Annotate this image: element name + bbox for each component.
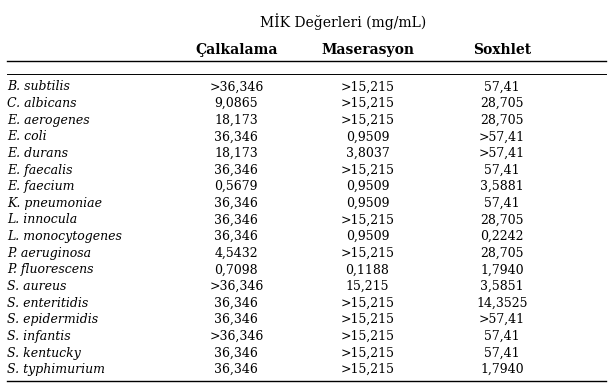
Text: >15,215: >15,215 xyxy=(341,97,395,110)
Text: S. aureus: S. aureus xyxy=(7,280,67,293)
Text: 18,173: 18,173 xyxy=(215,114,258,127)
Text: 15,215: 15,215 xyxy=(346,280,389,293)
Text: Çalkalama: Çalkalama xyxy=(195,43,278,57)
Text: L. monocytogenes: L. monocytogenes xyxy=(7,230,123,243)
Text: 0,2242: 0,2242 xyxy=(480,230,524,243)
Text: S. typhimurium: S. typhimurium xyxy=(7,363,105,376)
Text: Maserasyon: Maserasyon xyxy=(321,43,414,57)
Text: 36,346: 36,346 xyxy=(215,230,258,243)
Text: 36,346: 36,346 xyxy=(215,313,258,326)
Text: 57,41: 57,41 xyxy=(484,330,520,343)
Text: K. pneumoniae: K. pneumoniae xyxy=(7,197,102,210)
Text: E. durans: E. durans xyxy=(7,147,69,160)
Text: B. subtilis: B. subtilis xyxy=(7,81,70,93)
Text: 0,9509: 0,9509 xyxy=(346,130,389,143)
Text: S. enteritidis: S. enteritidis xyxy=(7,297,89,310)
Text: >57,41: >57,41 xyxy=(479,147,525,160)
Text: 1,7940: 1,7940 xyxy=(480,263,524,276)
Text: E. faecalis: E. faecalis xyxy=(7,164,73,177)
Text: >15,215: >15,215 xyxy=(341,81,395,93)
Text: 0,9509: 0,9509 xyxy=(346,230,389,243)
Text: S. epidermidis: S. epidermidis xyxy=(7,313,99,326)
Text: >15,215: >15,215 xyxy=(341,313,395,326)
Text: 36,346: 36,346 xyxy=(215,130,258,143)
Text: E. aerogenes: E. aerogenes xyxy=(7,114,90,127)
Text: >15,215: >15,215 xyxy=(341,347,395,359)
Text: 57,41: 57,41 xyxy=(484,164,520,177)
Text: 57,41: 57,41 xyxy=(484,197,520,210)
Text: 36,346: 36,346 xyxy=(215,164,258,177)
Text: >57,41: >57,41 xyxy=(479,313,525,326)
Text: C. albicans: C. albicans xyxy=(7,97,77,110)
Text: P. aeruginosa: P. aeruginosa xyxy=(7,247,91,260)
Text: 28,705: 28,705 xyxy=(480,247,524,260)
Text: >15,215: >15,215 xyxy=(341,330,395,343)
Text: 3,5851: 3,5851 xyxy=(480,280,524,293)
Text: 1,7940: 1,7940 xyxy=(480,363,524,376)
Text: 57,41: 57,41 xyxy=(484,347,520,359)
Text: >36,346: >36,346 xyxy=(209,330,264,343)
Text: 3,8037: 3,8037 xyxy=(346,147,389,160)
Text: 14,3525: 14,3525 xyxy=(476,297,528,310)
Text: 0,1188: 0,1188 xyxy=(346,263,389,276)
Text: >15,215: >15,215 xyxy=(341,214,395,226)
Text: >15,215: >15,215 xyxy=(341,114,395,127)
Text: P. fluorescens: P. fluorescens xyxy=(7,263,94,276)
Text: 28,705: 28,705 xyxy=(480,97,524,110)
Text: >36,346: >36,346 xyxy=(209,81,264,93)
Text: 9,0865: 9,0865 xyxy=(215,97,258,110)
Text: L. innocula: L. innocula xyxy=(7,214,78,226)
Text: 28,705: 28,705 xyxy=(480,114,524,127)
Text: 57,41: 57,41 xyxy=(484,81,520,93)
Text: 36,346: 36,346 xyxy=(215,347,258,359)
Text: 4,5432: 4,5432 xyxy=(215,247,258,260)
Text: >15,215: >15,215 xyxy=(341,363,395,376)
Text: E. faecium: E. faecium xyxy=(7,180,75,193)
Text: 36,346: 36,346 xyxy=(215,197,258,210)
Text: S. infantis: S. infantis xyxy=(7,330,71,343)
Text: 0,9509: 0,9509 xyxy=(346,197,389,210)
Text: 0,9509: 0,9509 xyxy=(346,180,389,193)
Text: 0,5679: 0,5679 xyxy=(215,180,258,193)
Text: 3,5881: 3,5881 xyxy=(480,180,524,193)
Text: E. coli: E. coli xyxy=(7,130,47,143)
Text: 0,7098: 0,7098 xyxy=(215,263,258,276)
Text: 36,346: 36,346 xyxy=(215,214,258,226)
Text: >57,41: >57,41 xyxy=(479,130,525,143)
Text: Soxhlet: Soxhlet xyxy=(473,43,531,57)
Text: MİK Değerleri (mg/mL): MİK Değerleri (mg/mL) xyxy=(260,13,426,30)
Text: >15,215: >15,215 xyxy=(341,297,395,310)
Text: >15,215: >15,215 xyxy=(341,164,395,177)
Text: 18,173: 18,173 xyxy=(215,147,258,160)
Text: 36,346: 36,346 xyxy=(215,363,258,376)
Text: >36,346: >36,346 xyxy=(209,280,264,293)
Text: >15,215: >15,215 xyxy=(341,247,395,260)
Text: S. kentucky: S. kentucky xyxy=(7,347,82,359)
Text: 36,346: 36,346 xyxy=(215,297,258,310)
Text: 28,705: 28,705 xyxy=(480,214,524,226)
